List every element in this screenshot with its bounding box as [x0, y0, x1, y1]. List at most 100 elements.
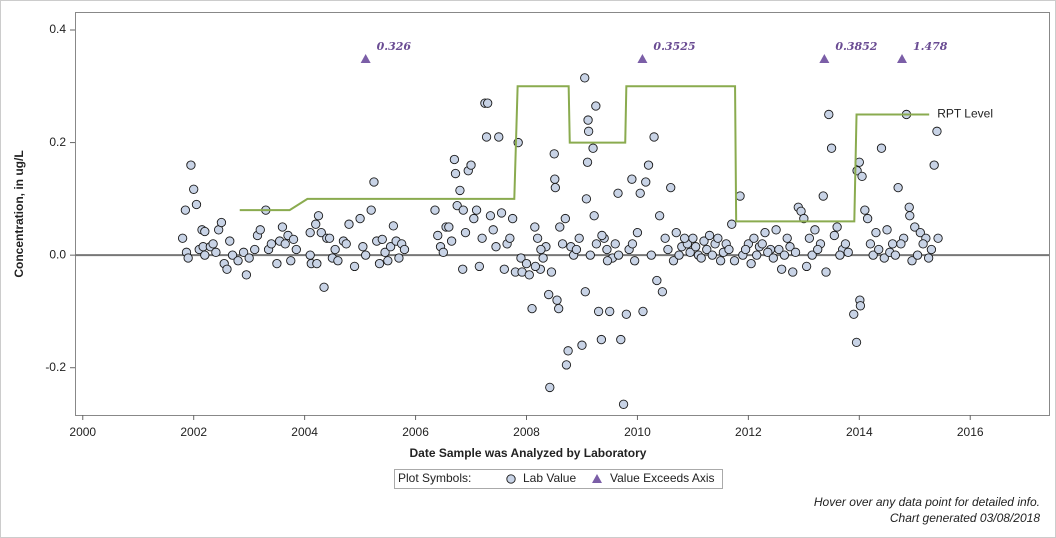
- data-point[interactable]: [530, 222, 540, 232]
- data-point[interactable]: [868, 250, 878, 260]
- data-point[interactable]: [597, 230, 607, 241]
- data-point[interactable]: [813, 244, 823, 255]
- data-point[interactable]: [394, 253, 404, 263]
- data-point[interactable]: [691, 242, 701, 252]
- data-point[interactable]: [291, 244, 301, 255]
- data-point[interactable]: [516, 253, 526, 263]
- data-point[interactable]: [613, 188, 623, 198]
- data-point[interactable]: [704, 230, 715, 241]
- data-point[interactable]: [933, 233, 943, 243]
- data-point[interactable]: [832, 222, 842, 232]
- data-point[interactable]: [186, 160, 196, 170]
- data-point[interactable]: [857, 171, 867, 182]
- data-point[interactable]: [550, 174, 560, 184]
- data-point[interactable]: [544, 289, 554, 300]
- data-point[interactable]: [341, 239, 351, 249]
- data-point[interactable]: [774, 244, 784, 255]
- data-point[interactable]: [438, 247, 448, 257]
- data-point[interactable]: [577, 340, 587, 350]
- data-point[interactable]: [835, 250, 845, 260]
- exceeds-marker[interactable]: [637, 54, 648, 63]
- data-point[interactable]: [785, 242, 795, 252]
- data-point[interactable]: [589, 211, 599, 221]
- data-point[interactable]: [824, 109, 834, 120]
- data-point[interactable]: [374, 258, 385, 269]
- data-point[interactable]: [319, 282, 329, 292]
- data-point[interactable]: [505, 233, 515, 243]
- data-point[interactable]: [593, 306, 604, 317]
- data-point[interactable]: [527, 303, 537, 314]
- data-point[interactable]: [643, 160, 654, 170]
- data-point[interactable]: [450, 168, 461, 179]
- data-point[interactable]: [696, 253, 706, 263]
- data-point[interactable]: [749, 233, 759, 243]
- data-point[interactable]: [250, 244, 260, 255]
- data-point[interactable]: [904, 202, 914, 212]
- data-point[interactable]: [494, 132, 504, 142]
- data-point[interactable]: [458, 264, 468, 274]
- data-point[interactable]: [905, 211, 915, 221]
- data-point[interactable]: [768, 253, 778, 263]
- data-point[interactable]: [851, 337, 862, 348]
- data-point[interactable]: [358, 242, 368, 252]
- data-point[interactable]: [929, 160, 939, 170]
- data-point[interactable]: [618, 399, 629, 409]
- data-point[interactable]: [222, 264, 232, 274]
- data-point[interactable]: [713, 233, 723, 243]
- data-point[interactable]: [549, 149, 559, 159]
- data-point[interactable]: [216, 217, 227, 228]
- data-point[interactable]: [760, 227, 770, 238]
- data-point[interactable]: [602, 256, 613, 266]
- data-point[interactable]: [596, 334, 607, 345]
- data-point[interactable]: [818, 191, 828, 201]
- data-point[interactable]: [545, 382, 555, 393]
- data-point[interactable]: [189, 184, 199, 194]
- data-point[interactable]: [740, 244, 751, 255]
- data-point[interactable]: [380, 247, 390, 257]
- data-point[interactable]: [388, 221, 399, 231]
- data-point[interactable]: [488, 225, 498, 235]
- data-point[interactable]: [177, 233, 188, 243]
- data-point[interactable]: [876, 143, 887, 153]
- data-point[interactable]: [821, 267, 831, 277]
- data-point[interactable]: [580, 73, 590, 83]
- data-point[interactable]: [305, 227, 315, 238]
- data-point[interactable]: [449, 154, 460, 165]
- data-point[interactable]: [571, 244, 582, 255]
- data-point[interactable]: [826, 143, 837, 153]
- data-point[interactable]: [471, 205, 482, 215]
- data-point[interactable]: [829, 230, 839, 241]
- data-point[interactable]: [538, 253, 548, 263]
- data-point[interactable]: [918, 239, 928, 249]
- data-point[interactable]: [896, 239, 906, 249]
- data-point[interactable]: [311, 219, 321, 229]
- data-point[interactable]: [554, 303, 564, 314]
- data-point[interactable]: [663, 244, 673, 255]
- data-point[interactable]: [313, 211, 324, 221]
- data-point[interactable]: [602, 244, 612, 255]
- data-point[interactable]: [333, 256, 343, 266]
- exceeds-marker[interactable]: [819, 54, 830, 63]
- data-point[interactable]: [485, 211, 496, 221]
- data-point[interactable]: [383, 256, 393, 266]
- data-point[interactable]: [560, 213, 570, 224]
- data-point[interactable]: [610, 239, 620, 249]
- data-point[interactable]: [460, 227, 471, 238]
- exceeds-marker[interactable]: [897, 54, 908, 63]
- data-point[interactable]: [912, 250, 923, 260]
- data-point[interactable]: [477, 233, 487, 243]
- data-point[interactable]: [707, 250, 717, 260]
- data-point[interactable]: [616, 334, 626, 345]
- data-point[interactable]: [546, 267, 557, 277]
- data-point[interactable]: [729, 256, 740, 266]
- data-point[interactable]: [715, 256, 726, 266]
- data-point[interactable]: [635, 188, 645, 198]
- data-point[interactable]: [288, 234, 299, 245]
- data-point[interactable]: [563, 346, 573, 356]
- data-point[interactable]: [591, 239, 602, 249]
- data-point[interactable]: [561, 360, 572, 370]
- data-point[interactable]: [574, 233, 584, 243]
- data-point[interactable]: [499, 264, 509, 274]
- data-point[interactable]: [807, 250, 817, 260]
- data-point[interactable]: [550, 182, 560, 193]
